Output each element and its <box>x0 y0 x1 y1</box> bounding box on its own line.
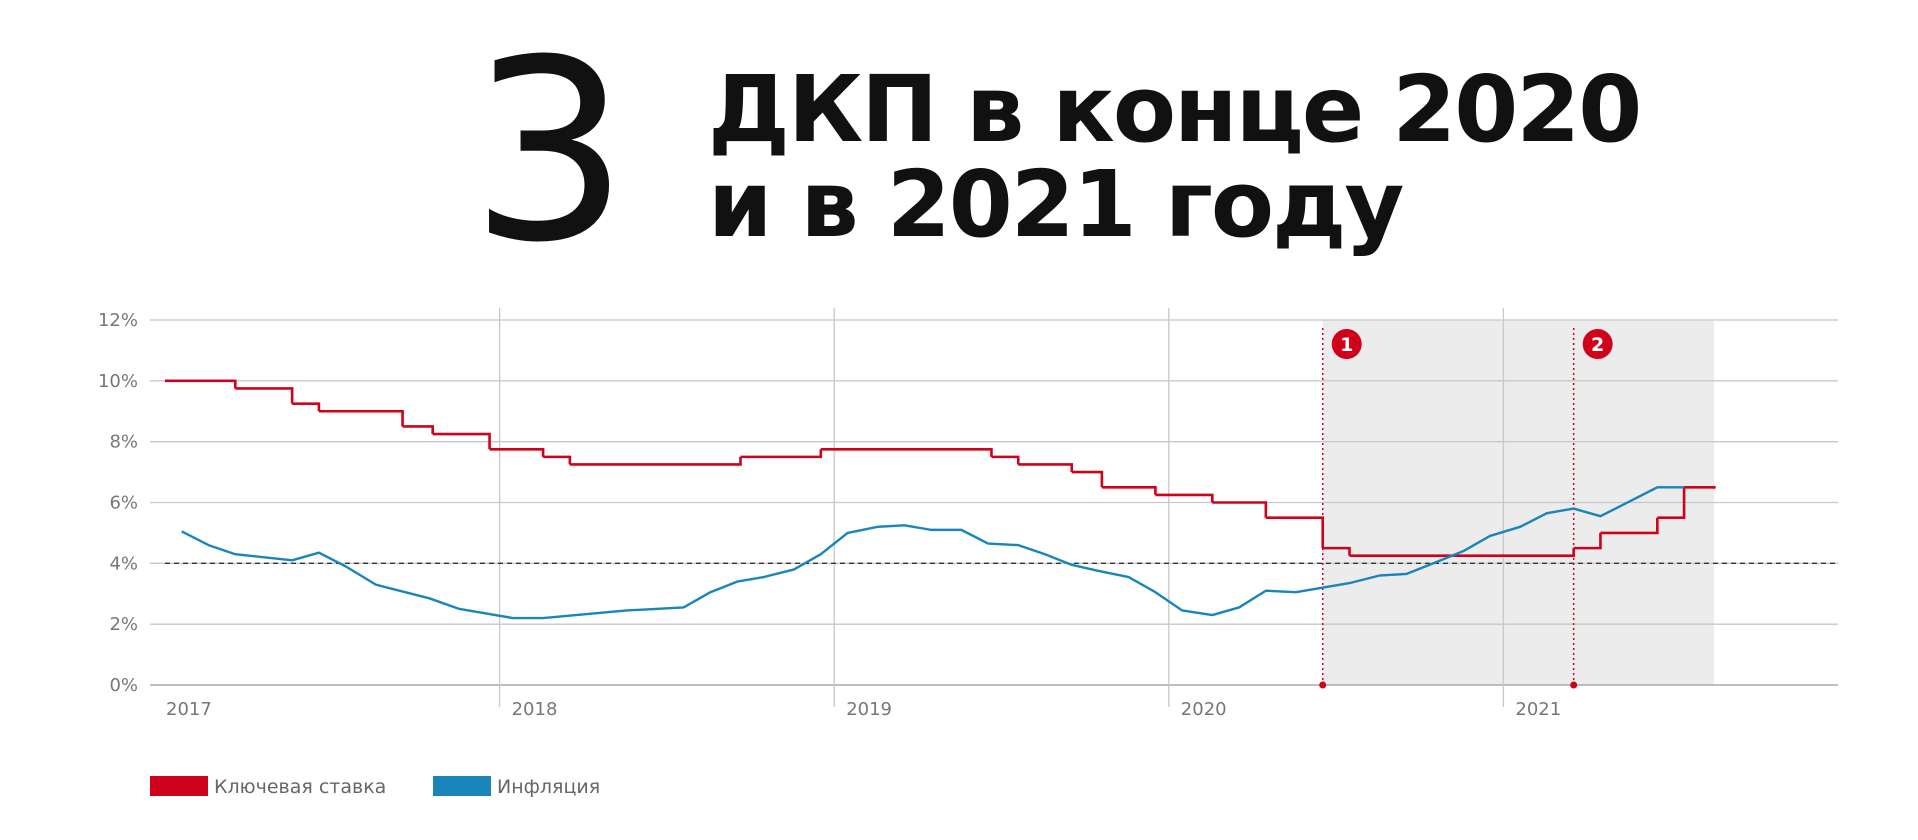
marker-dot <box>1570 681 1578 689</box>
step-segment <box>569 456 742 466</box>
step-segment <box>991 455 1020 465</box>
step-segment <box>489 447 545 457</box>
step-segment <box>235 387 294 404</box>
step-segment <box>1101 485 1157 495</box>
x-tick-label: 2018 <box>512 699 558 720</box>
chapter-number: 3 <box>470 6 629 297</box>
step-segment <box>1600 517 1659 535</box>
marker-label: 2 <box>1591 334 1604 356</box>
step-segment <box>1349 548 1575 558</box>
marker-label: 1 <box>1340 334 1353 356</box>
step-segment <box>165 379 237 389</box>
marker-dot <box>1319 681 1327 689</box>
legend-label: Инфляция <box>497 776 600 798</box>
legend-label: Ключевая ставка <box>214 776 386 798</box>
marker-badge <box>1582 329 1613 359</box>
y-tick-label: 4% <box>109 553 138 574</box>
step-segment <box>1573 532 1602 550</box>
x-tick-label: 2017 <box>166 699 212 720</box>
x-tick-label: 2019 <box>846 699 892 720</box>
step-segment <box>1155 493 1214 503</box>
x-tick-label: 2021 <box>1515 699 1561 720</box>
legend-swatch <box>433 776 491 796</box>
y-tick-label: 6% <box>109 493 138 514</box>
x-tick-label: 2020 <box>1181 699 1227 720</box>
y-tick-label: 8% <box>109 432 138 453</box>
chart-title-line: ДКП в конце 2020 <box>708 56 1640 163</box>
step-segment <box>820 447 993 457</box>
step-segment <box>1018 463 1074 473</box>
step-segment <box>1071 470 1104 488</box>
step-segment <box>432 432 491 450</box>
y-tick-label: 12% <box>98 310 138 331</box>
step-segment <box>543 455 572 465</box>
chart-title-line: и в 2021 году <box>708 151 1403 258</box>
step-segment <box>740 449 823 459</box>
step-segment <box>1322 546 1351 556</box>
step-segment <box>1212 501 1268 518</box>
step-segment <box>1265 516 1325 549</box>
legend-swatch <box>150 776 208 796</box>
marker-badge <box>1331 329 1362 359</box>
step-segment <box>292 402 321 412</box>
y-tick-label: 0% <box>109 675 138 696</box>
step-segment <box>1657 487 1686 520</box>
y-tick-label: 10% <box>98 371 138 392</box>
step-segment <box>402 425 434 435</box>
step-segment <box>318 409 404 427</box>
y-tick-label: 2% <box>109 614 138 635</box>
line-end <box>1712 485 1716 489</box>
line <box>181 486 1685 620</box>
